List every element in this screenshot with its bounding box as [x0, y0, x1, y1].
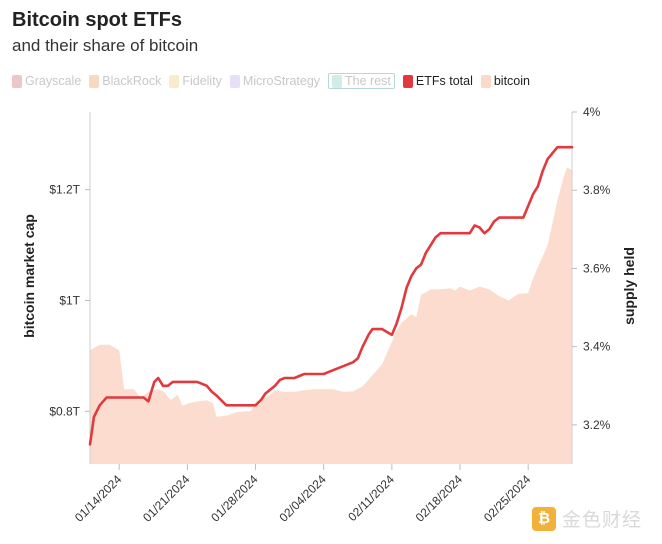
chart-subtitle: and their share of bitcoin — [12, 36, 199, 55]
y-left-tick-label: $1T — [59, 293, 80, 307]
legend-swatch-the-rest — [332, 74, 343, 88]
x-tick-label: 01/28/2024 — [208, 472, 261, 525]
x-tick-label: 02/18/2024 — [413, 472, 466, 525]
legend: Grayscale BlackRock Fidelity MicroStrate… — [12, 73, 538, 89]
x-tick-label: 01/21/2024 — [140, 472, 193, 525]
legend-item-blackrock[interactable]: BlackRock — [89, 74, 161, 88]
legend-swatch-fidelity — [169, 74, 180, 88]
legend-label: The rest — [345, 74, 391, 88]
y-left-axis-title: bitcoin market cap — [21, 214, 37, 338]
y-right-tick-label: 3.4% — [583, 340, 611, 354]
legend-label: MicroStrategy — [242, 74, 321, 88]
legend-item-grayscale[interactable]: Grayscale — [12, 74, 81, 88]
legend-label: bitcoin — [493, 74, 530, 88]
watermark: ₿ 金色财经 — [532, 505, 642, 532]
y-right-tick-label: 4% — [583, 105, 601, 119]
legend-swatch-microstrategy — [229, 74, 240, 88]
legend-item-the-rest[interactable]: The rest — [328, 73, 395, 89]
y-right-tick-label: 3.2% — [583, 418, 611, 432]
legend-label: Fidelity — [182, 74, 222, 88]
y-right-tick-label: 3.6% — [583, 261, 611, 275]
x-tick-label: 02/25/2024 — [481, 472, 534, 525]
y-right-axis-title: supply held — [621, 247, 637, 325]
legend-label: Grayscale — [25, 74, 82, 88]
bitcoin-area — [90, 167, 572, 464]
legend-item-fidelity[interactable]: Fidelity — [169, 74, 222, 88]
y-left-tick-label: $0.8T — [49, 404, 80, 418]
x-tick-label: 02/11/2024 — [345, 472, 397, 524]
watermark-logo: ₿ — [532, 506, 556, 531]
legend-swatch-blackrock — [89, 74, 100, 88]
legend-swatch-etfs-total — [402, 74, 413, 88]
legend-item-etfs-total[interactable]: ETFs total — [402, 74, 473, 88]
watermark-text: 金色财经 — [562, 510, 643, 531]
legend-item-microstrategy[interactable]: MicroStrategy — [229, 74, 321, 88]
etfs-total-line — [88, 145, 574, 446]
legend-label: BlackRock — [102, 74, 162, 88]
chart-title: Bitcoin spot ETFs — [12, 9, 182, 31]
legend-swatch-grayscale — [12, 74, 22, 88]
legend-item-bitcoin[interactable]: bitcoin — [480, 74, 530, 88]
y-right-tick-label: 3.8% — [583, 183, 611, 197]
x-tick-label: 02/04/2024 — [276, 472, 329, 525]
legend-label: ETFs total — [415, 74, 473, 88]
x-tick-label: 01/14/2024 — [72, 472, 125, 525]
legend-swatch-bitcoin — [480, 74, 491, 88]
y-left-tick-label: $1.2T — [49, 183, 80, 197]
